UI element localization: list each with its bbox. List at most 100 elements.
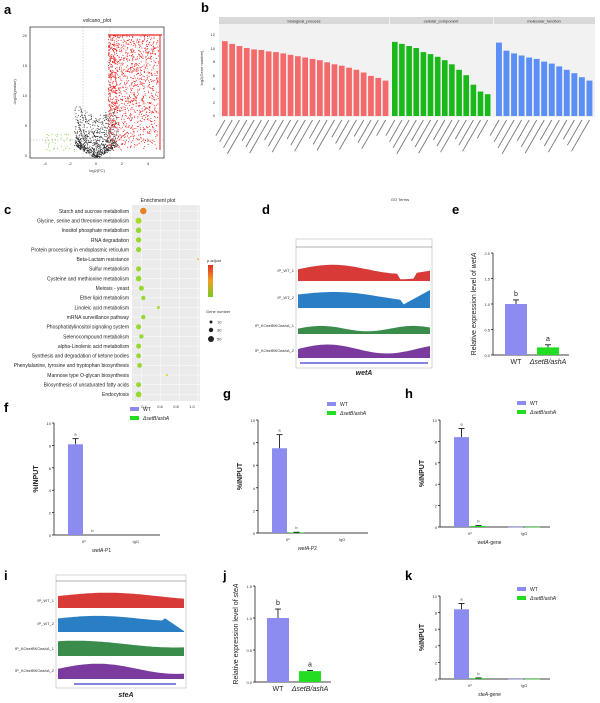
volcano-point-up — [149, 36, 151, 38]
volcano-point-ns — [91, 115, 92, 117]
volcano-point-ns — [105, 117, 107, 118]
volcano-point-up — [131, 127, 133, 129]
volcano-point-up — [131, 103, 133, 105]
volcano-point-up — [134, 100, 136, 101]
volcano-point-ns — [79, 121, 81, 123]
volcano-point-up — [110, 60, 111, 62]
go-bar — [331, 64, 338, 116]
volcano-point-up — [152, 74, 153, 76]
volcano-point-ns — [89, 149, 91, 150]
go-bar — [541, 61, 548, 116]
volcano-point-up — [147, 144, 149, 145]
volcano-point-up — [115, 83, 117, 85]
chip-bar — [471, 525, 486, 527]
volcano-point-up — [112, 102, 113, 104]
volcano-point-ns — [103, 150, 105, 152]
panel-i-steA-tracks: IP_WT_1 IP_WT_2 IP_KOsetBKOashA_1 IP_KOs… — [15, 574, 187, 699]
volcano-point-ns — [116, 143, 118, 145]
chip-bar — [471, 678, 486, 679]
volcano-point-ns — [79, 124, 81, 125]
volcano-point-ns — [93, 154, 95, 156]
volcano-point-up — [152, 80, 154, 82]
volcano-point-ns — [101, 124, 103, 125]
volcano-point-up — [125, 66, 127, 68]
volcano-point-ns — [93, 120, 95, 122]
volcano-point-up — [145, 62, 147, 64]
volcano-point-up — [150, 111, 152, 113]
volcano-point-up — [138, 89, 140, 91]
volcano-point-up — [136, 144, 138, 146]
volcano-point-ns — [99, 154, 101, 156]
significance-letter: b — [477, 519, 480, 524]
volcano-point-up — [115, 145, 117, 147]
go-term-label-line — [316, 119, 335, 151]
volcano-point-up — [108, 42, 110, 44]
volcano-point-down — [53, 148, 54, 150]
volcano-point-up — [143, 119, 145, 121]
volcano-point-up — [153, 36, 155, 38]
volcano-point-ns — [102, 138, 104, 140]
volcano-point-ns — [78, 136, 80, 138]
volcano-point-up — [108, 36, 110, 37]
volcano-point-up — [139, 112, 141, 114]
volcano-point-ns — [78, 135, 80, 136]
enrichment-dot — [197, 258, 200, 261]
volcano-point-up — [139, 68, 141, 70]
volcano-point-ns — [93, 148, 95, 149]
volcano-point-ns — [82, 135, 83, 137]
volcano-point-ns — [115, 121, 117, 123]
volcano-point-ns — [89, 142, 91, 143]
volcano-point-up — [120, 93, 122, 95]
volcano-point-up — [120, 128, 122, 130]
volcano-point-up — [110, 127, 112, 129]
volcano-point-ns — [99, 156, 100, 158]
volcano-point-ns — [102, 144, 103, 146]
volcano-point-up — [127, 97, 129, 99]
volcano-point-up — [115, 102, 117, 104]
volcano-point-up — [116, 35, 118, 37]
volcano-point-up — [142, 41, 143, 42]
volcano-point-up — [112, 70, 114, 72]
volcano-point-up — [133, 100, 134, 101]
volcano-point-ns — [112, 141, 114, 143]
volcano-point-up — [110, 107, 111, 109]
y-tick-label: 8 — [435, 611, 438, 616]
volcano-point-up — [150, 72, 152, 74]
volcano-point-ns — [98, 145, 99, 147]
volcano-point-ns — [75, 137, 77, 139]
volcano-point-up — [147, 78, 149, 80]
volcano-point-ns — [79, 142, 81, 144]
volcano-point-up — [155, 116, 157, 118]
volcano-point-up — [150, 123, 152, 125]
volcano-point-ns — [78, 144, 80, 146]
volcano-point-up — [108, 114, 110, 115]
volcano-point-up — [130, 41, 132, 43]
volcano-point-ns — [105, 114, 107, 115]
volcano-point-up — [115, 134, 117, 136]
volcano-point-ns — [91, 151, 92, 153]
chip-bar — [525, 678, 541, 680]
volcano-point-up — [136, 38, 138, 40]
volcano-point-ns — [79, 141, 81, 143]
volcano-point-ns — [104, 151, 106, 153]
volcano-point-up — [118, 47, 120, 48]
volcano-point-ns — [100, 152, 102, 154]
volcano-point-up — [143, 128, 145, 130]
volcano-xtick: 0 — [95, 161, 98, 166]
volcano-point-up — [131, 114, 133, 116]
volcano-point-ns — [109, 142, 111, 144]
volcano-point-up — [156, 83, 157, 85]
volcano-point-up — [141, 116, 143, 118]
volcano-point-up — [132, 66, 134, 68]
volcano-point-ns — [112, 127, 114, 128]
volcano-point-up — [119, 51, 121, 52]
volcano-point-ns — [107, 152, 108, 153]
legend-size-dot — [208, 327, 214, 333]
y-tick-label: 0 — [435, 525, 438, 530]
volcano-point-up — [153, 48, 155, 50]
volcano-point-up — [151, 69, 153, 71]
volcano-point-up — [154, 61, 156, 63]
go-bar — [578, 77, 585, 116]
volcano-point-up — [141, 117, 143, 119]
volcano-point-up — [122, 64, 123, 66]
